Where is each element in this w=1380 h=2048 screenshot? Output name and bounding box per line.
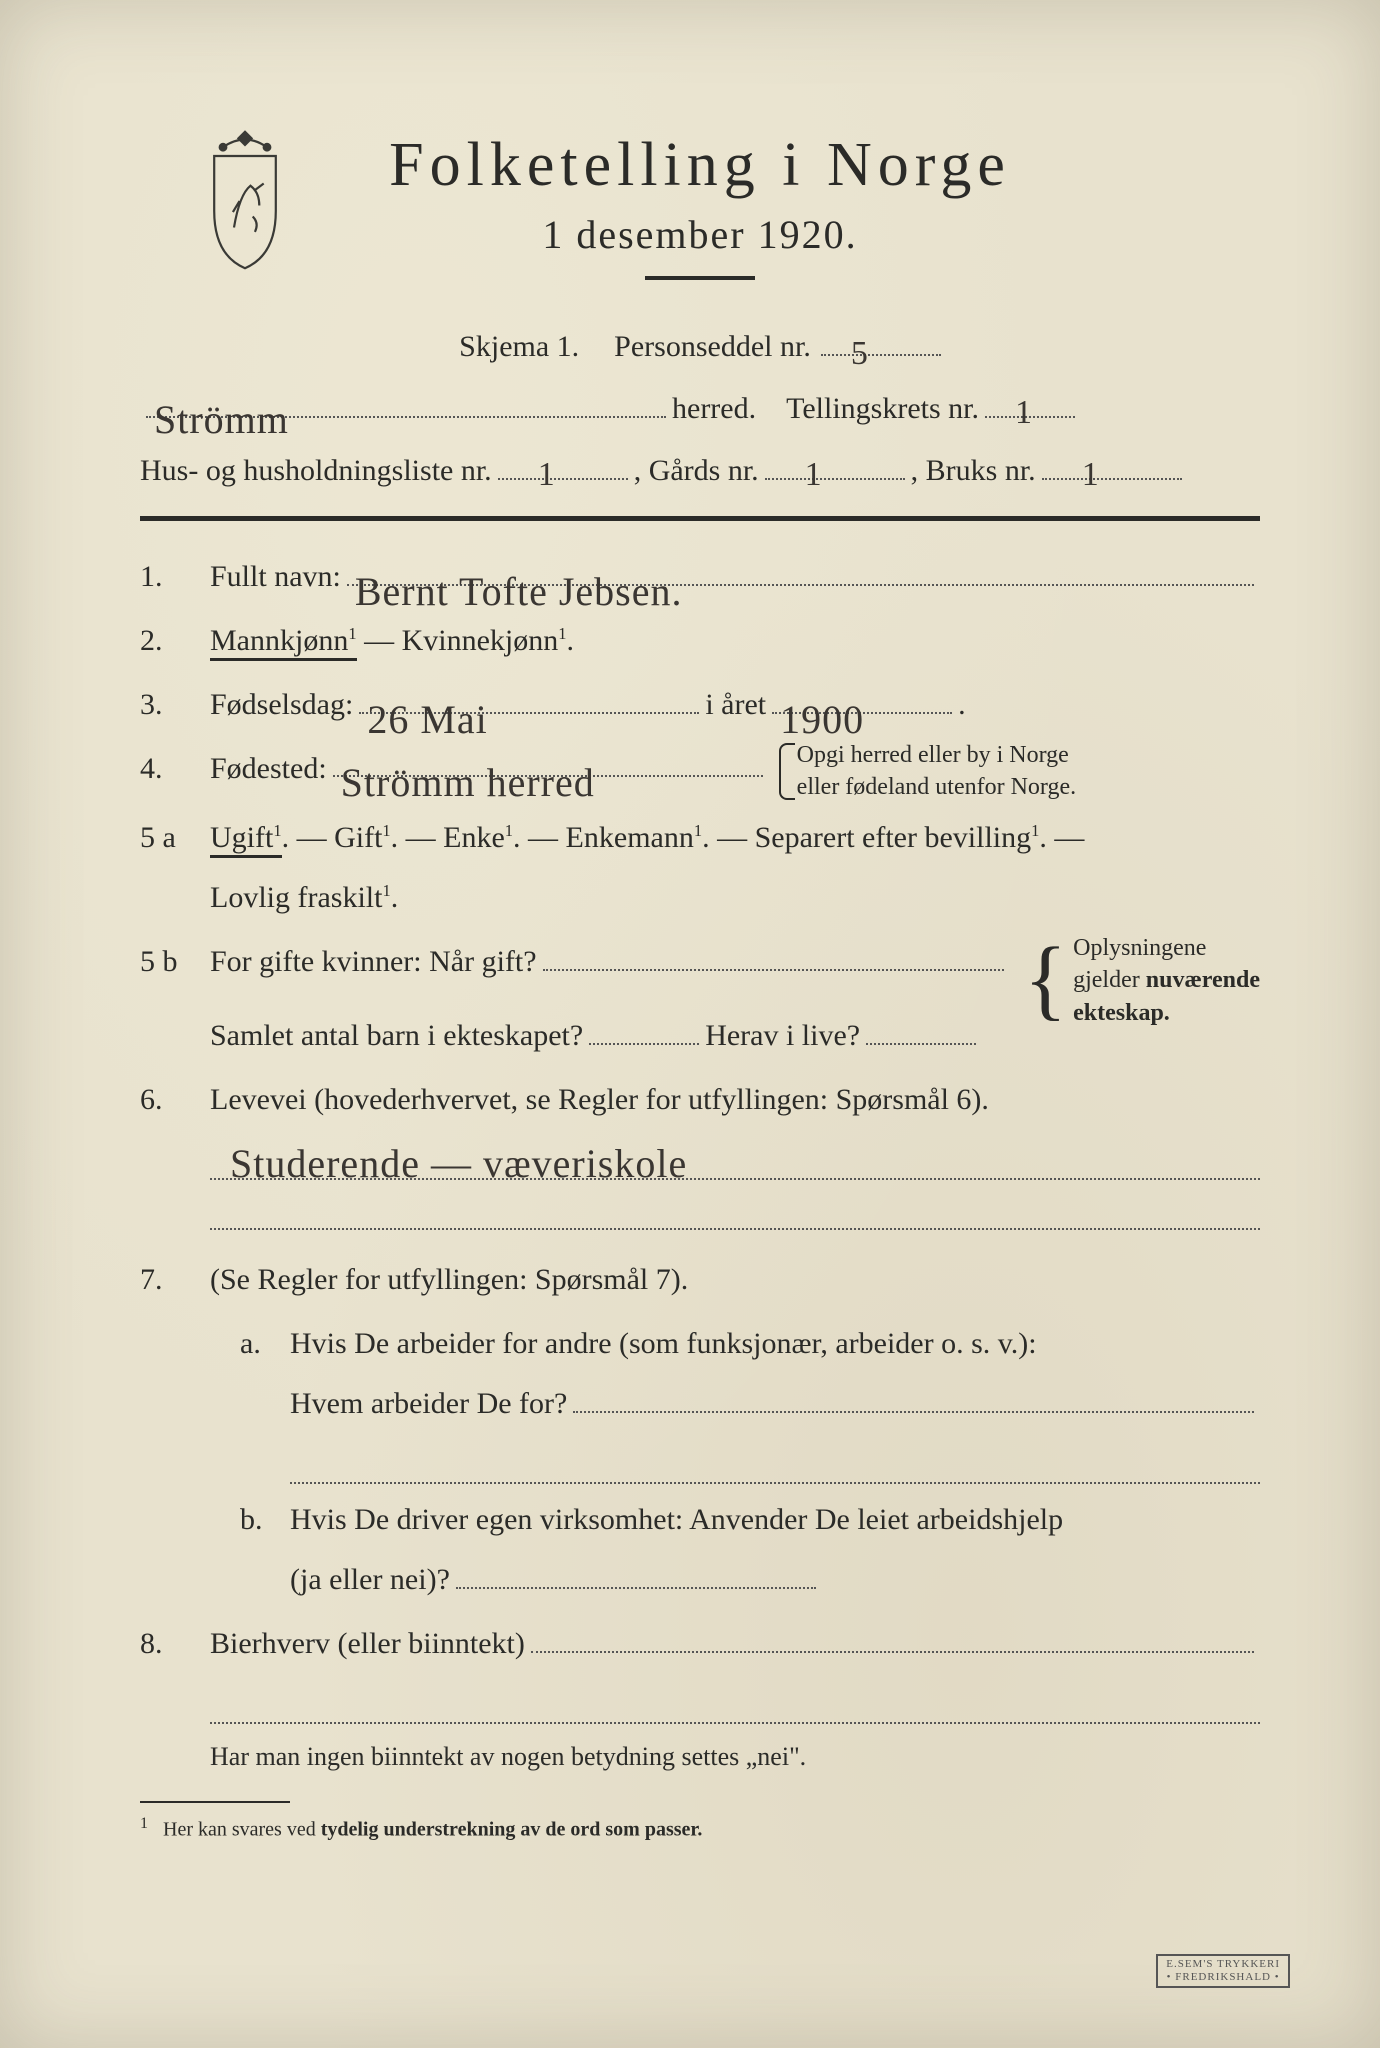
q4-label: Fødested: bbox=[210, 739, 327, 799]
herred-value: Strömm bbox=[154, 384, 289, 420]
q7a: a. Hvis De arbeider for andre (som funks… bbox=[210, 1314, 1260, 1490]
q5a-opt4: Enkemann1 bbox=[566, 821, 703, 854]
coat-of-arms-icon bbox=[190, 120, 300, 280]
q2: 2. Mannkjønn1 — Kvinnekjønn1. bbox=[140, 611, 1260, 671]
q5b-note: { Oplysningene gjelder nuværende ekteska… bbox=[1024, 932, 1260, 1029]
q5b-line2b: Herav i live? bbox=[705, 1006, 860, 1066]
q4-value: Strömm herred bbox=[341, 743, 595, 779]
q7a-q: Hvem arbeider De for? bbox=[290, 1374, 567, 1434]
q3-year: 1900 bbox=[780, 680, 864, 716]
q4-num: 4. bbox=[140, 739, 210, 804]
q5a-opt2: Gift1 bbox=[334, 821, 391, 854]
form-title: Folketelling i Norge bbox=[140, 130, 1260, 201]
q7b: b. Hvis De driver egen virksomhet: Anven… bbox=[210, 1490, 1260, 1610]
q5a-opt5: Separert efter bevilling1 bbox=[755, 821, 1040, 854]
q2-opt2: Kvinnekjønn1 bbox=[402, 624, 567, 657]
q8-label: Bierhverv (eller biinntekt) bbox=[210, 1614, 525, 1674]
q6-blank-line bbox=[210, 1186, 1260, 1230]
q5a-opt3: Enke1 bbox=[443, 821, 513, 854]
q8-note: Har man ingen biinntekt av nogen betydni… bbox=[210, 1734, 1260, 1781]
q3-num: 3. bbox=[140, 675, 210, 735]
footnote: 1 Her kan svares ved tydelig understrekn… bbox=[140, 1815, 1260, 1842]
q5a-opt6: Lovlig fraskilt1 bbox=[210, 881, 391, 914]
form-subtitle: 1 desember 1920. bbox=[140, 211, 1260, 258]
tellingskrets-label: Tellingskrets nr. bbox=[786, 382, 979, 436]
meta-line-skjema: Skjema 1. Personseddel nr. 5 bbox=[140, 320, 1260, 374]
meta-line-herred: Strömm herred. Tellingskrets nr. 1 bbox=[140, 380, 1260, 436]
personseddel-nr: 5 bbox=[851, 323, 868, 356]
herred-label: herred. bbox=[672, 382, 756, 436]
q1-label: Fullt navn: bbox=[210, 547, 341, 607]
form-header: Folketelling i Norge 1 desember 1920. bbox=[140, 130, 1260, 280]
q7-num: 7. bbox=[140, 1250, 210, 1310]
q8-num: 8. bbox=[140, 1614, 210, 1674]
bruks-nr: 1 bbox=[1082, 444, 1099, 482]
q7: 7. (Se Regler for utfyllingen: Spørsmål … bbox=[140, 1250, 1260, 1310]
q5b-num: 5 b bbox=[140, 932, 210, 992]
gards-nr: 1 bbox=[805, 444, 822, 482]
q8: 8. Bierhverv (eller biinntekt) bbox=[140, 1614, 1260, 1674]
personseddel-label: Personseddel nr. bbox=[614, 320, 811, 374]
q5b-line1: For gifte kvinner: Når gift? bbox=[210, 932, 537, 992]
q7a-label: Hvis De arbeider for andre (som funksjon… bbox=[290, 1314, 1260, 1374]
q1-value: Bernt Tofte Jebsen. bbox=[355, 552, 683, 588]
printer-stamp: E.SEM'S TRYKKERI • FREDRIKSHALD • bbox=[1156, 1954, 1290, 1988]
title-rule bbox=[645, 276, 755, 280]
hus-nr: 1 bbox=[538, 444, 555, 482]
q3-label: Fødselsdag: bbox=[210, 675, 353, 735]
skjema-label: Skjema 1. bbox=[459, 320, 579, 374]
q8-blank bbox=[210, 1680, 1260, 1724]
hus-label: Hus- og husholdningsliste nr. bbox=[140, 444, 492, 498]
q6-value: Studerende — væveriskole bbox=[230, 1140, 687, 1182]
q5b-line2a: Samlet antal barn i ekteskapet? bbox=[210, 1006, 583, 1066]
q4: 4. Fødested: Strömm herred Opgi herred e… bbox=[140, 739, 1260, 804]
q3-mid: i året bbox=[705, 675, 766, 735]
q5a-opt1: Ugift1 bbox=[210, 821, 282, 858]
meta-line-hus: Hus- og husholdningsliste nr. 1 , Gårds … bbox=[140, 442, 1260, 498]
meta-rule bbox=[140, 516, 1260, 521]
q5a: 5 a Ugift1. — Gift1. — Enke1. — Enkemann… bbox=[140, 808, 1260, 928]
q6: 6. Levevei (hovederhvervet, se Regler fo… bbox=[140, 1070, 1260, 1130]
q6-answer-line: Studerende — væveriskole bbox=[210, 1136, 1260, 1180]
q3-day: 26 Mai bbox=[367, 680, 487, 716]
q1-num: 1. bbox=[140, 547, 210, 607]
q7a-blank bbox=[290, 1440, 1260, 1484]
footnote-rule bbox=[140, 1801, 290, 1803]
bruks-label: , Bruks nr. bbox=[911, 444, 1036, 498]
gards-label: , Gårds nr. bbox=[634, 444, 759, 498]
q6-num: 6. bbox=[140, 1070, 210, 1130]
q5a-num: 5 a bbox=[140, 808, 210, 928]
census-form-page: Folketelling i Norge 1 desember 1920. Sk… bbox=[0, 0, 1380, 2048]
q7-label: (Se Regler for utfyllingen: Spørsmål 7). bbox=[210, 1250, 1260, 1310]
q4-note: Opgi herred eller by i Norge eller fødel… bbox=[779, 739, 1076, 804]
question-list: 1. Fullt navn: Bernt Tofte Jebsen. 2. Ma… bbox=[140, 547, 1260, 1781]
q1: 1. Fullt navn: Bernt Tofte Jebsen. bbox=[140, 547, 1260, 607]
q7b-label: Hvis De driver egen virksomhet: Anvender… bbox=[290, 1490, 1260, 1550]
q6-label: Levevei (hovederhvervet, se Regler for u… bbox=[210, 1070, 1260, 1130]
q7b-q: (ja eller nei)? bbox=[290, 1550, 450, 1610]
q2-num: 2. bbox=[140, 611, 210, 671]
q3: 3. Fødselsdag: 26 Mai i året 1900 . bbox=[140, 675, 1260, 735]
q2-opt1: Mannkjønn1 bbox=[210, 624, 357, 661]
q5b: 5 b For gifte kvinner: Når gift? Samlet … bbox=[140, 932, 1260, 1066]
tellingskrets-nr: 1 bbox=[1015, 382, 1032, 420]
